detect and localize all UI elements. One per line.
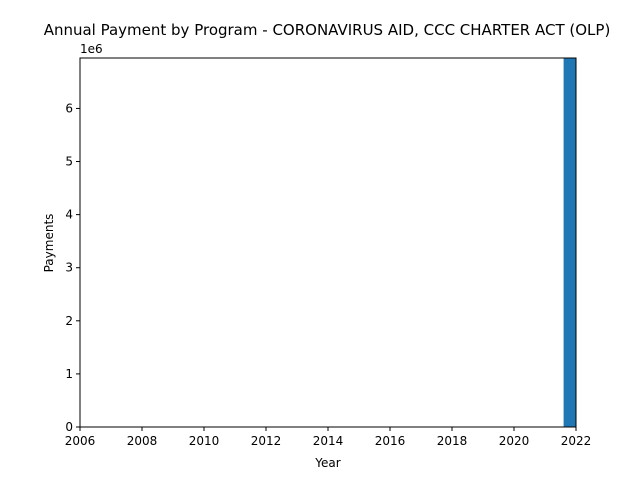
x-tick-label: 2014 xyxy=(313,434,344,448)
x-tick-label: 2010 xyxy=(189,434,220,448)
x-tick-label: 2022 xyxy=(561,434,592,448)
y-tick-label: 1 xyxy=(65,367,73,381)
y-tick-label: 5 xyxy=(65,155,73,169)
y-tick-label: 4 xyxy=(65,208,73,222)
x-tick-label: 2006 xyxy=(65,434,96,448)
y-tick-label: 3 xyxy=(65,261,73,275)
y-tick-label: 6 xyxy=(65,101,73,115)
y-axis-label: Payments xyxy=(42,214,56,273)
bars-layer xyxy=(563,58,576,427)
plot-frame xyxy=(79,57,577,428)
y-offset-label: 1e6 xyxy=(80,42,103,56)
x-tick-label: 2012 xyxy=(251,434,282,448)
x-tick-label: 2018 xyxy=(437,434,468,448)
y-tick-label: 0 xyxy=(65,420,73,434)
y-tick-label: 2 xyxy=(65,314,73,328)
y-ticks-layer: 0 1 2 3 4 5 6 xyxy=(65,101,80,434)
x-tick-label: 2016 xyxy=(375,434,406,448)
x-tick-label: 2020 xyxy=(499,434,530,448)
x-tick-label: 2008 xyxy=(127,434,158,448)
bar-2022 xyxy=(563,58,576,427)
x-ticks-layer: 2006 2008 2010 2012 2014 2016 2018 2020 2022 xyxy=(65,427,592,448)
x-axis-label: Year xyxy=(314,456,340,470)
chart-title: Annual Payment by Program - CORONAVIRUS … xyxy=(44,21,611,39)
